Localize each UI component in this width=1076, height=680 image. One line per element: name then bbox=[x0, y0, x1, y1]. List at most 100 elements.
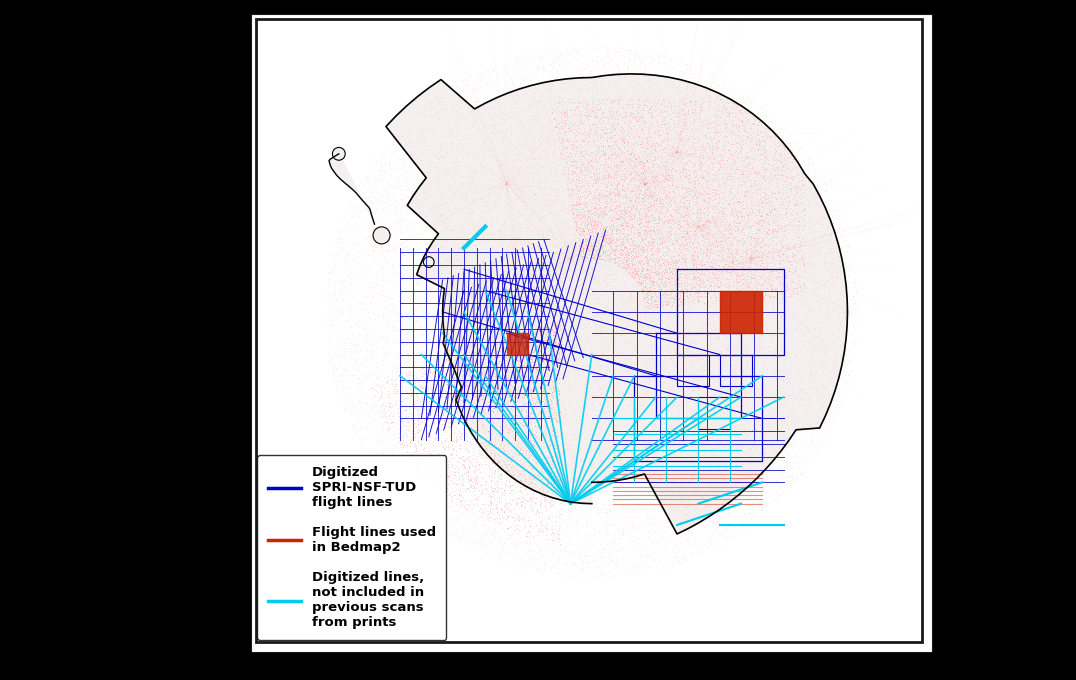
Point bbox=[667, 262, 684, 273]
Point bbox=[637, 442, 654, 453]
Point bbox=[640, 90, 657, 101]
Point bbox=[331, 226, 349, 237]
Point bbox=[493, 419, 510, 430]
Point bbox=[581, 358, 598, 369]
Point bbox=[604, 529, 621, 540]
Point bbox=[763, 159, 780, 170]
Point bbox=[732, 201, 749, 211]
Point bbox=[781, 203, 798, 214]
Point bbox=[708, 178, 725, 189]
Point bbox=[558, 371, 576, 381]
Point bbox=[709, 180, 726, 190]
Point bbox=[654, 358, 671, 369]
Point bbox=[721, 379, 738, 390]
Point bbox=[648, 205, 665, 216]
Point bbox=[346, 358, 364, 369]
Point bbox=[497, 338, 514, 349]
Point bbox=[549, 347, 566, 358]
Point bbox=[535, 371, 552, 382]
Point bbox=[477, 306, 494, 317]
Point bbox=[761, 131, 778, 142]
Point bbox=[384, 409, 401, 420]
Point bbox=[324, 331, 341, 342]
Point bbox=[455, 303, 472, 313]
Point bbox=[608, 560, 625, 571]
Point bbox=[615, 525, 633, 536]
Point bbox=[467, 352, 484, 363]
Point bbox=[548, 324, 565, 335]
Point bbox=[612, 211, 629, 222]
Point bbox=[829, 240, 846, 251]
Point bbox=[501, 537, 519, 547]
Point bbox=[392, 335, 409, 345]
Point bbox=[652, 154, 669, 165]
Point bbox=[381, 311, 398, 322]
Point bbox=[764, 296, 781, 307]
Point bbox=[722, 86, 739, 97]
Point bbox=[477, 479, 494, 490]
Point bbox=[636, 241, 653, 252]
Point bbox=[636, 285, 653, 296]
Point bbox=[561, 237, 578, 248]
Point bbox=[718, 192, 735, 203]
Point bbox=[627, 267, 645, 278]
Point bbox=[672, 512, 690, 523]
Point bbox=[654, 307, 671, 318]
Point bbox=[693, 282, 710, 292]
Point bbox=[546, 369, 563, 380]
Point bbox=[785, 441, 803, 452]
Point bbox=[355, 203, 372, 214]
Point bbox=[565, 199, 582, 209]
Point bbox=[449, 377, 466, 388]
Point bbox=[562, 385, 579, 396]
Point bbox=[835, 340, 852, 351]
Point bbox=[405, 325, 422, 336]
Point bbox=[451, 177, 468, 188]
Point bbox=[663, 168, 680, 179]
Point bbox=[518, 494, 535, 505]
Point bbox=[688, 290, 705, 301]
Point bbox=[670, 403, 688, 414]
Point bbox=[586, 328, 604, 339]
Point bbox=[774, 233, 791, 243]
Point bbox=[435, 392, 452, 403]
Point bbox=[580, 384, 597, 394]
Point bbox=[593, 479, 610, 490]
Point bbox=[791, 160, 808, 171]
Point bbox=[711, 207, 728, 218]
Point bbox=[682, 216, 699, 226]
Point bbox=[522, 191, 539, 202]
Point bbox=[463, 192, 480, 203]
Point bbox=[544, 446, 562, 457]
Point bbox=[385, 250, 402, 261]
Point bbox=[470, 199, 487, 210]
Point bbox=[464, 298, 481, 309]
Point bbox=[547, 490, 564, 500]
Point bbox=[492, 341, 509, 352]
Point bbox=[620, 254, 637, 265]
Point bbox=[500, 82, 518, 93]
Point bbox=[580, 165, 597, 176]
Point bbox=[736, 190, 753, 201]
Point bbox=[538, 358, 555, 369]
Point bbox=[683, 107, 700, 118]
Point bbox=[566, 136, 583, 147]
Point bbox=[551, 262, 568, 273]
Point bbox=[395, 305, 412, 316]
Point bbox=[595, 266, 612, 277]
Point bbox=[423, 163, 440, 174]
Point bbox=[592, 101, 609, 112]
Point bbox=[484, 407, 501, 418]
Point bbox=[623, 185, 640, 196]
Point bbox=[464, 117, 481, 128]
Point bbox=[771, 276, 789, 287]
Point bbox=[618, 333, 635, 344]
Point bbox=[662, 133, 679, 144]
Point bbox=[619, 358, 636, 369]
Point bbox=[821, 242, 838, 253]
Point bbox=[558, 95, 576, 106]
Point bbox=[581, 216, 598, 226]
Point bbox=[576, 363, 593, 374]
Point bbox=[652, 282, 669, 292]
Point bbox=[811, 322, 829, 333]
